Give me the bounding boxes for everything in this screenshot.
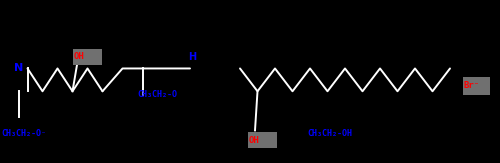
Text: H: H bbox=[188, 52, 196, 62]
FancyBboxPatch shape bbox=[72, 49, 102, 65]
Text: OH: OH bbox=[74, 52, 85, 61]
Text: Br⁻: Br⁻ bbox=[464, 81, 480, 90]
FancyBboxPatch shape bbox=[462, 77, 490, 95]
Text: CH₃CH₂-OH: CH₃CH₂-OH bbox=[308, 129, 352, 138]
Text: OH: OH bbox=[249, 136, 260, 146]
Text: N: N bbox=[14, 63, 24, 74]
Text: CH₃CH₂-O⁻: CH₃CH₂-O⁻ bbox=[1, 129, 46, 138]
FancyBboxPatch shape bbox=[248, 132, 276, 148]
Text: CH₃CH₂-O: CH₃CH₂-O bbox=[138, 90, 177, 99]
